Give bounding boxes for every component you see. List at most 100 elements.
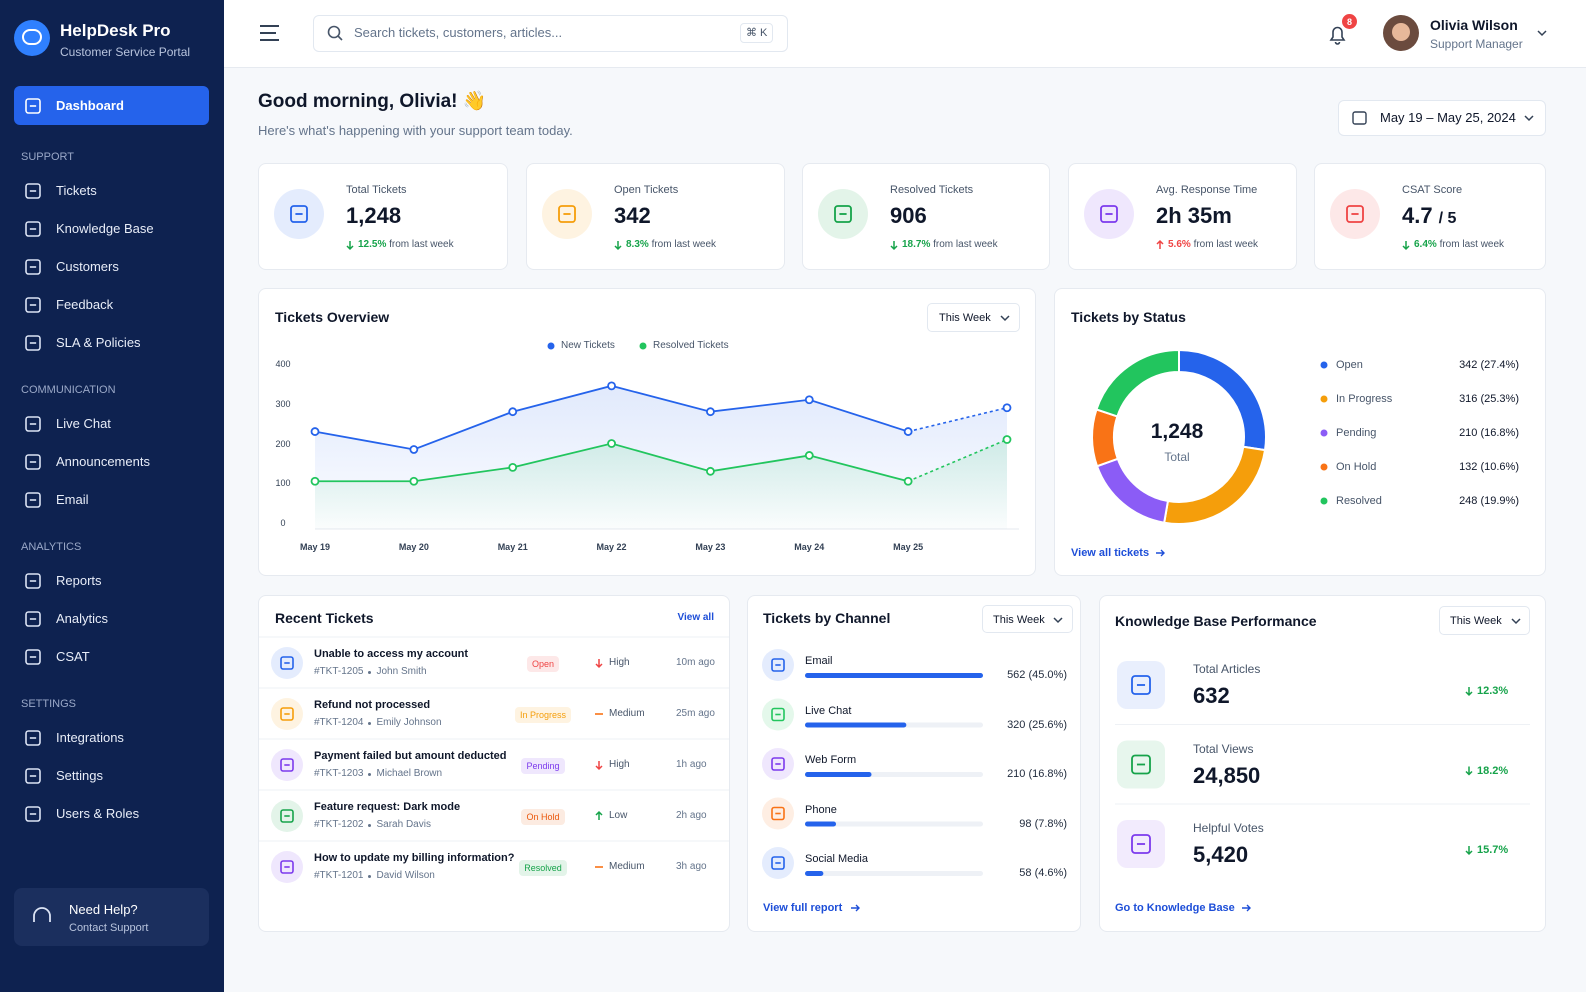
stat-label: Resolved Tickets	[890, 184, 974, 196]
nav-item[interactable]: Reports	[56, 573, 102, 588]
ticket-time: 10m ago	[676, 657, 715, 668]
bar-label: Web Form	[805, 754, 857, 766]
link[interactable]: View all	[677, 612, 714, 623]
nav-item[interactable]: Customers	[56, 259, 119, 274]
stat-change: 8.3%	[626, 239, 649, 250]
stat-value-row: 906	[890, 200, 927, 232]
ticket-title[interactable]: Feature request: Dark mode	[314, 801, 461, 813]
priority-label: Medium	[609, 861, 645, 872]
filter-label: This Week	[993, 614, 1045, 626]
legend-label: On Hold	[1336, 461, 1377, 473]
filter-button[interactable]	[1439, 606, 1530, 635]
stat-change: 12.5%	[358, 239, 387, 250]
link[interactable]: View full report	[763, 902, 843, 914]
kb-label: Total Articles	[1193, 662, 1261, 676]
stat-change-row: 5.6% from last week	[1168, 236, 1258, 254]
y-tick-label: 300	[275, 398, 291, 409]
filter-button[interactable]	[927, 303, 1020, 332]
stat-change: 5.6%	[1168, 239, 1191, 250]
user-role: Support Manager	[1430, 37, 1523, 51]
status-label: On Hold	[521, 809, 565, 825]
nav-item[interactable]: Dashboard	[56, 98, 124, 113]
value-label: 98 (7.8%)	[1019, 817, 1067, 830]
filter-label: This Week	[1450, 615, 1502, 627]
value-label: 210 (16.8%)	[1459, 427, 1519, 439]
donut-center-label: Total	[1164, 450, 1190, 464]
status-label: Pending	[521, 758, 565, 774]
date-range-button[interactable]	[1338, 100, 1546, 136]
stat-card	[1314, 163, 1546, 270]
recent-tickets-card	[258, 595, 730, 932]
stat-value: 1,248	[346, 203, 402, 228]
status-pill: Resolved	[483, 858, 603, 877]
stat-value-row: 1,248	[346, 200, 401, 232]
value-label: 562 (45.0%)	[1007, 669, 1067, 681]
nav-item[interactable]: Live Chat	[56, 416, 111, 431]
link[interactable]: View all tickets	[1071, 547, 1150, 559]
value-label: 248 (19.9%)	[1459, 495, 1519, 507]
nav-item[interactable]: Feedback	[56, 297, 114, 312]
chart-title: Tickets by Status	[1071, 309, 1186, 325]
user-name[interactable]: Olivia Wilson	[1430, 17, 1518, 33]
value-label: 342 (27.4%)	[1459, 359, 1519, 371]
nav-item[interactable]: CSAT	[56, 649, 90, 664]
chart-title: Tickets by Channel	[763, 610, 891, 626]
priority-label: Low	[609, 810, 628, 821]
ticket-title[interactable]: Payment failed but amount deducted	[314, 750, 507, 762]
value-label: 316 (25.3%)	[1459, 393, 1519, 405]
nav-item-active[interactable]	[14, 86, 209, 125]
nav-item[interactable]: Announcements	[56, 454, 150, 469]
notification-count: 8	[1346, 17, 1352, 27]
ticket-meta: #TKT-1201 David Wilson	[314, 867, 435, 885]
value-label: 210 (16.8%)	[1007, 768, 1067, 780]
nav-item[interactable]: Users & Roles	[56, 806, 140, 821]
nav-item[interactable]: SLA & Policies	[56, 335, 141, 350]
status-pill: On Hold	[483, 807, 603, 826]
search-placeholder: Search tickets, customers, articles...	[354, 25, 563, 40]
y-tick-label: 200	[275, 438, 291, 449]
stat-change: 6.4%	[1414, 239, 1437, 250]
nav-item[interactable]: Integrations	[56, 730, 124, 745]
ticket-title[interactable]: How to update my billing information?	[314, 852, 515, 864]
shortcut-hint: ⌘ K	[740, 23, 774, 43]
stat-change-row: 18.7% from last week	[902, 236, 998, 254]
ticket-title[interactable]: Refund not processed	[314, 699, 431, 711]
knowledge-base-card	[1099, 595, 1546, 932]
kb-change: 18.2%	[1477, 764, 1509, 777]
nav-section-title: ANALYTICS	[21, 541, 82, 553]
nav-item[interactable]: Analytics	[56, 611, 109, 626]
kb-change: 15.7%	[1477, 844, 1509, 856]
link[interactable]: Go to Knowledge Base	[1115, 902, 1235, 914]
stat-value-row: 2h 35m	[1156, 200, 1232, 232]
filter-button[interactable]	[982, 605, 1073, 633]
nav-item[interactable]: Email	[56, 492, 89, 507]
bar-label: Phone	[805, 803, 837, 816]
stat-value-row: 342	[614, 200, 651, 232]
stat-value: 906	[890, 203, 927, 228]
ticket-title[interactable]: Unable to access my account	[314, 648, 469, 660]
value-label: 132 (10.6%)	[1459, 461, 1519, 473]
notification-badge[interactable]	[1342, 14, 1357, 29]
stat-value: 2h 35m	[1156, 203, 1232, 228]
ticket-id: #TKT-1202	[314, 819, 364, 830]
nav-item[interactable]: Knowledge Base	[56, 221, 154, 236]
stat-change-text: from last week	[651, 239, 717, 250]
nav-item[interactable]: Tickets	[56, 183, 97, 198]
separator-dot	[368, 772, 372, 776]
stat-change-text: from last week	[389, 239, 454, 250]
stat-value: 342	[614, 203, 651, 228]
nav-item[interactable]: Settings	[56, 768, 103, 783]
stat-value: 4.7	[1402, 203, 1433, 228]
ticket-time: 25m ago	[676, 708, 715, 719]
bar-label: Social Media	[805, 853, 868, 865]
legend-label: In Progress	[1336, 393, 1393, 405]
x-tick-label: May 20	[398, 542, 429, 552]
x-tick-label: May 25	[893, 542, 924, 552]
kb-label: Helpful Votes	[1193, 821, 1264, 835]
card-title: Recent Tickets	[275, 610, 374, 626]
separator-dot	[368, 670, 372, 674]
ticket-meta: #TKT-1203 Michael Brown	[314, 765, 442, 783]
search-box[interactable]	[313, 15, 788, 52]
ticket-id: #TKT-1201	[314, 870, 364, 881]
